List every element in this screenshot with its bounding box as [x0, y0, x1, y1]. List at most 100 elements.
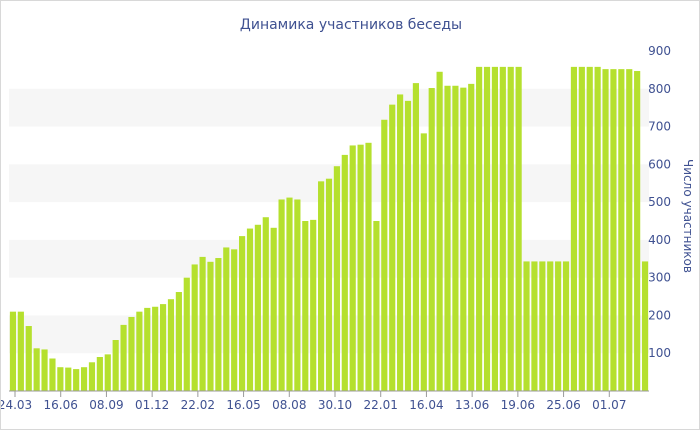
bar: [626, 69, 633, 391]
bar: [641, 261, 649, 391]
bar: [412, 83, 419, 392]
y-tick-label: 300: [648, 271, 671, 285]
bar: [17, 311, 24, 391]
bar: [262, 217, 269, 391]
bar: [183, 277, 190, 391]
bar-series: [9, 66, 649, 392]
bar: [404, 100, 412, 392]
bar: [547, 261, 554, 391]
bar: [610, 69, 617, 391]
y-tick-label: 500: [648, 195, 671, 209]
x-tick-label: 16.05: [226, 398, 260, 412]
bar: [318, 181, 325, 391]
x-tick-label: 24.03: [1, 398, 32, 412]
y-tick-label: 800: [648, 82, 671, 96]
x-tick-label: 08.09: [89, 398, 123, 412]
bar: [223, 247, 230, 391]
bar: [531, 261, 538, 391]
bar: [349, 145, 356, 391]
bar: [25, 326, 32, 391]
bar: [65, 367, 72, 391]
bar: [618, 69, 625, 391]
y-tick-label: 400: [648, 233, 671, 247]
bar: [239, 236, 246, 391]
bar: [57, 367, 64, 391]
bar: [476, 66, 483, 392]
y-tick-label: 600: [648, 157, 671, 171]
bar: [357, 144, 364, 391]
bar: [594, 66, 601, 392]
y-axis-label: Число участников: [681, 159, 695, 273]
bar: [80, 367, 88, 391]
bar: [294, 199, 301, 391]
bar: [436, 71, 443, 391]
bar: [152, 306, 159, 391]
bar: [310, 219, 317, 391]
y-tick-label: 700: [648, 120, 671, 134]
bar: [397, 94, 404, 391]
x-tick-label: 16.06: [44, 398, 78, 412]
bar: [578, 66, 585, 392]
y-tick-label: 100: [648, 346, 671, 360]
bar: [128, 316, 135, 391]
bar: [120, 324, 127, 391]
y-tick-label: 200: [648, 308, 671, 322]
bar: [365, 142, 372, 391]
bar: [33, 348, 40, 391]
bar: [41, 349, 48, 391]
bar: [333, 166, 340, 391]
bar: [159, 304, 167, 391]
chart-title: Динамика участников беседы: [240, 17, 462, 33]
y-axis-ticks: 100 200 300 400 500 600 700 800 900: [648, 44, 671, 360]
bar: [270, 227, 277, 391]
x-tick-label: 19.06: [501, 398, 535, 412]
y-tick-label: 900: [648, 44, 671, 58]
grid-band: [9, 88, 649, 127]
bar: [199, 256, 206, 391]
bar: [144, 307, 151, 391]
bar: [49, 358, 56, 391]
bar: [104, 354, 111, 391]
bar: [96, 357, 103, 391]
bar: [444, 85, 451, 391]
bar: [136, 311, 143, 391]
x-tick-label: 08.08: [272, 398, 306, 412]
bar: [286, 197, 293, 391]
bar: [428, 88, 435, 392]
bar: [507, 66, 514, 392]
bar: [112, 340, 119, 391]
bar: [491, 66, 498, 392]
bar: [167, 299, 175, 391]
x-tick-label: 30.10: [318, 398, 352, 412]
bar: [373, 221, 380, 391]
bar: [634, 71, 641, 392]
bar: [420, 133, 427, 392]
bar: [325, 178, 333, 391]
bar: [381, 119, 388, 391]
bar: [215, 258, 222, 391]
bar: [207, 261, 214, 391]
bar: [483, 66, 491, 392]
bar: [191, 264, 198, 391]
bar: [254, 224, 261, 391]
bar: [602, 69, 609, 391]
bar: [302, 221, 309, 391]
bar: [515, 66, 522, 392]
bar: [460, 87, 467, 391]
x-tick-label: 22.02: [181, 398, 215, 412]
bar: [73, 369, 80, 391]
bar: [246, 228, 254, 391]
x-tick-label: 01.07: [592, 398, 626, 412]
bar: [452, 85, 459, 391]
x-tick-label: 13.06: [455, 398, 489, 412]
bar: [499, 66, 506, 392]
x-tick-label: 22.01: [364, 398, 398, 412]
bar: [278, 199, 285, 391]
bar: [562, 261, 570, 391]
bar: [523, 261, 530, 391]
bar: [9, 311, 17, 391]
x-tick-label: 25.06: [546, 398, 580, 412]
bar: [539, 261, 546, 391]
